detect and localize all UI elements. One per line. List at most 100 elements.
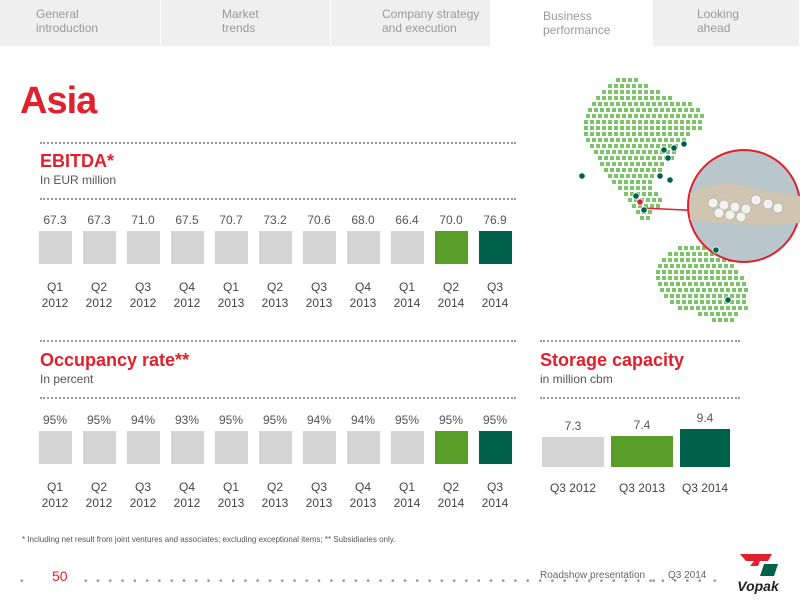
map-dot bbox=[614, 90, 618, 94]
page-title: Asia bbox=[20, 80, 97, 122]
nav-tab-company-strategy[interactable]: Company strategy and execution bbox=[331, 0, 491, 46]
map-dot bbox=[632, 126, 636, 130]
divider bbox=[40, 397, 516, 399]
occupancy-value-label: 93% bbox=[174, 413, 200, 427]
map-dot bbox=[648, 180, 652, 184]
map-dot bbox=[708, 288, 712, 292]
map-dot bbox=[722, 258, 726, 262]
map-dot bbox=[686, 252, 690, 256]
map-dot bbox=[662, 144, 666, 148]
vopak-logo-text: Vopak bbox=[737, 578, 779, 594]
ebitda-bar bbox=[435, 231, 468, 264]
map-dot bbox=[638, 120, 642, 124]
occupancy-value-label: 94% bbox=[130, 413, 156, 427]
map-dot bbox=[682, 102, 686, 106]
map-dot bbox=[634, 198, 638, 202]
map-dot bbox=[718, 294, 722, 298]
map-dot bbox=[676, 300, 680, 304]
map-dot bbox=[678, 288, 682, 292]
map-dot bbox=[642, 162, 646, 166]
map-dot bbox=[618, 186, 622, 190]
ebitda-value-label: 67.3 bbox=[43, 213, 67, 227]
ebitda-period-label: Q1 2014 bbox=[393, 280, 421, 310]
map-dot bbox=[610, 168, 614, 172]
occupancy-value-label: 95% bbox=[42, 413, 68, 427]
map-dot bbox=[640, 216, 644, 220]
map-dot bbox=[704, 258, 708, 262]
map-dot bbox=[704, 252, 708, 256]
map-dots bbox=[584, 78, 748, 322]
map-dot bbox=[624, 180, 628, 184]
map-dot bbox=[636, 108, 640, 112]
map-dot bbox=[630, 186, 634, 190]
map-dot bbox=[630, 180, 634, 184]
map-dot bbox=[608, 84, 612, 88]
ebitda-value-label: 73.2 bbox=[263, 213, 287, 227]
occupancy-bar bbox=[83, 431, 116, 464]
map-dot bbox=[664, 114, 668, 118]
map-dot bbox=[652, 138, 656, 142]
map-dot bbox=[604, 168, 608, 172]
map-dot bbox=[614, 96, 618, 100]
nav-tab-business-performance[interactable]: Business performance bbox=[491, 0, 653, 50]
map-dot bbox=[632, 84, 636, 88]
page-number: 50 bbox=[52, 568, 68, 584]
footnote: * Including net result from joint ventur… bbox=[22, 535, 396, 544]
map-dot bbox=[602, 132, 606, 136]
map-dot bbox=[686, 276, 690, 280]
map-dot bbox=[636, 186, 640, 190]
map-dot bbox=[670, 264, 674, 268]
nav-tab-label: Market bbox=[222, 7, 259, 21]
map-dot bbox=[664, 138, 668, 142]
map-dot bbox=[644, 126, 648, 130]
map-dot bbox=[710, 258, 714, 262]
map-dot bbox=[668, 120, 672, 124]
map-dot bbox=[642, 192, 646, 196]
ebitda-period-label: Q1 2012 bbox=[41, 280, 69, 310]
map-dot bbox=[616, 114, 620, 118]
map-dot bbox=[656, 270, 660, 274]
map-dot bbox=[656, 126, 660, 130]
nav-tab-market-trends[interactable]: Market trends bbox=[161, 0, 331, 46]
map-dot bbox=[606, 162, 610, 166]
map-dot bbox=[588, 108, 592, 112]
map-dot bbox=[652, 168, 656, 172]
map-dot bbox=[646, 114, 650, 118]
map-dot bbox=[674, 276, 678, 280]
map-dot bbox=[624, 186, 628, 190]
map-dot bbox=[738, 288, 742, 292]
map-dot bbox=[616, 168, 620, 172]
nav-tab-label: ahead bbox=[697, 21, 731, 35]
map-dot bbox=[702, 306, 706, 310]
map-dot bbox=[706, 264, 710, 268]
map-dot bbox=[628, 114, 632, 118]
map-dot bbox=[682, 282, 686, 286]
map-dot bbox=[742, 300, 746, 304]
map-dot bbox=[634, 138, 638, 142]
map-dot bbox=[688, 294, 692, 298]
map-dot bbox=[660, 288, 664, 292]
occupancy-bar bbox=[479, 431, 512, 464]
occupancy-period-label: Q2 2012 bbox=[85, 480, 113, 510]
map-dot bbox=[704, 270, 708, 274]
terminal-marker bbox=[670, 144, 678, 152]
map-dot bbox=[610, 114, 614, 118]
nav-tab-label: and execution bbox=[382, 21, 457, 35]
map-dot bbox=[720, 306, 724, 310]
map-dot bbox=[660, 108, 664, 112]
occupancy-period-label: Q1 2012 bbox=[41, 480, 69, 510]
map-dot bbox=[738, 306, 742, 310]
nav-tab-looking-ahead[interactable]: Looking ahead bbox=[653, 0, 800, 46]
map-dot bbox=[696, 108, 700, 112]
map-dot bbox=[708, 306, 712, 310]
map-dot bbox=[664, 294, 668, 298]
ebitda-bar bbox=[303, 231, 336, 264]
map-dot bbox=[612, 150, 616, 154]
terminal-marker bbox=[724, 296, 732, 304]
nav-tab-label: Company strategy bbox=[382, 7, 480, 21]
map-dot bbox=[688, 102, 692, 106]
map-dot bbox=[630, 192, 634, 196]
nav-tab-general-introduction[interactable]: General introduction bbox=[0, 0, 161, 46]
map-dot bbox=[644, 174, 648, 178]
ebitda-period-label: Q3 2014 bbox=[481, 280, 509, 310]
